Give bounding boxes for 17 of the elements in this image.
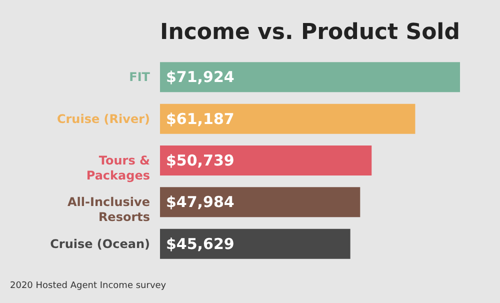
- y-tick-label: Tours & Packages: [86, 154, 150, 182]
- chart-title: Income vs. Product Sold: [160, 20, 460, 45]
- y-tick-label: All-Inclusive Resorts: [68, 195, 150, 224]
- text: 2020 Hosted Agent Income survey: [10, 281, 167, 291]
- y-tick-label: FIT: [129, 70, 151, 84]
- data-label: $50,739: [166, 152, 234, 170]
- data-label: $45,629: [166, 234, 234, 253]
- data-label: $47,984: [166, 193, 234, 212]
- data-label: $61,187: [166, 110, 234, 128]
- bar: [160, 104, 416, 134]
- data-label: $71,924: [166, 68, 234, 86]
- y-tick-label: Cruise (Ocean): [50, 236, 150, 251]
- bar: [160, 187, 360, 218]
- y-tick-label: Cruise (River): [56, 112, 150, 126]
- bar: [160, 228, 350, 259]
- bar: [160, 146, 372, 176]
- bar: [160, 62, 460, 92]
